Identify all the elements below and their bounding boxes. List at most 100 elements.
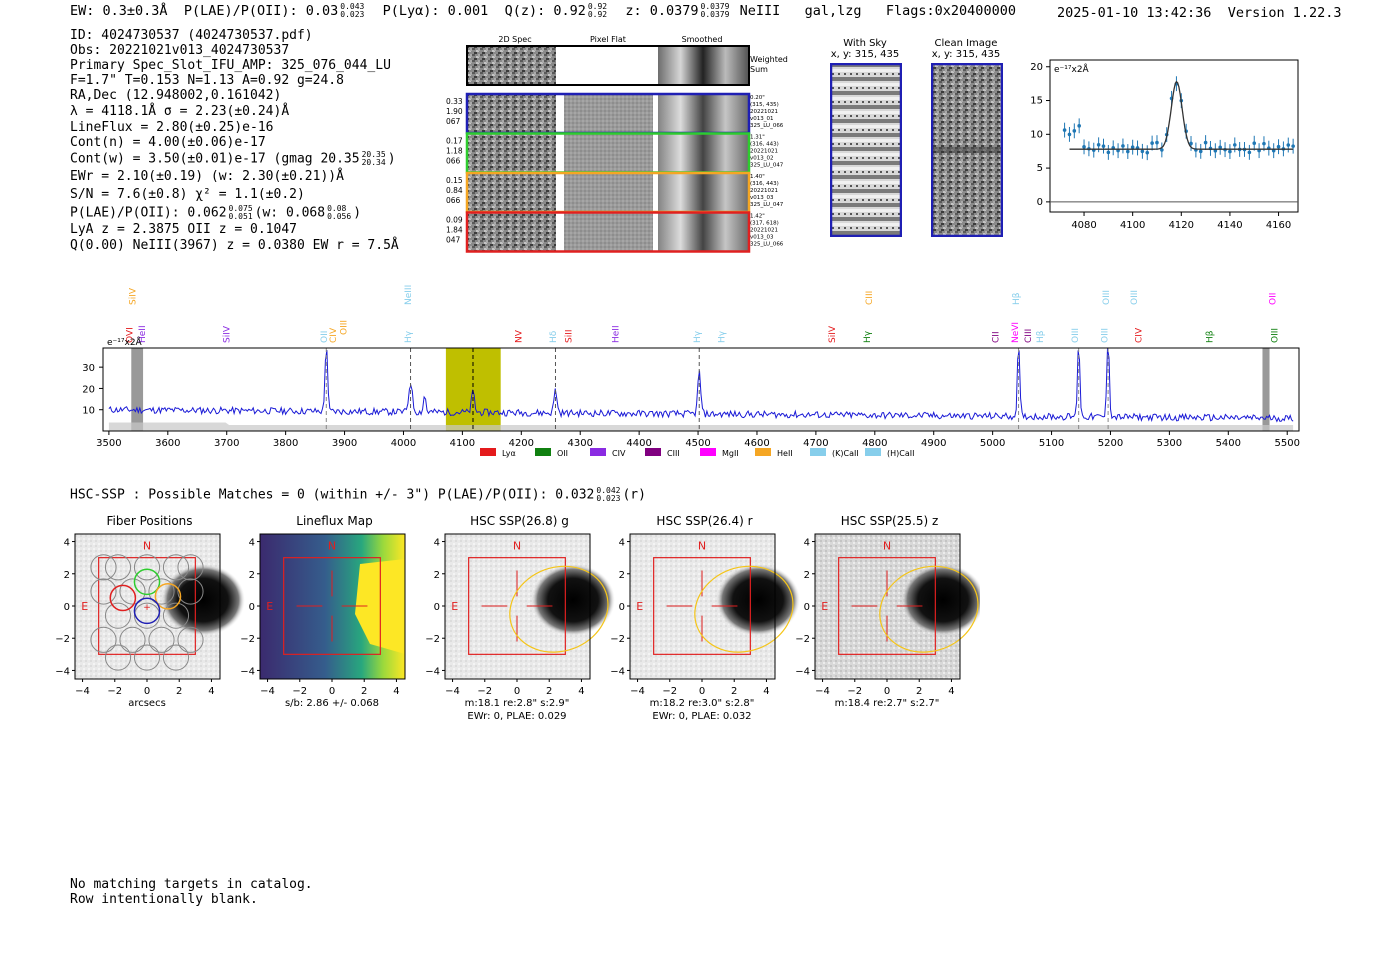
spectral-line-label: OIII bbox=[1130, 290, 1140, 305]
legend-label: CIII bbox=[667, 449, 680, 458]
z-range: 0.0379 0.0379 bbox=[700, 2, 730, 19]
hsc-xtick: −2 bbox=[847, 686, 862, 697]
hsc-aperture-box bbox=[98, 557, 196, 655]
mask-right bbox=[1262, 348, 1270, 431]
zoom-point bbox=[1160, 148, 1164, 152]
zoom-fit-curve bbox=[1069, 80, 1294, 150]
hsc-aperture-box bbox=[838, 557, 936, 655]
cutout-right-info: 20221021 bbox=[750, 149, 778, 155]
spectrum-xtick: 3500 bbox=[96, 438, 121, 449]
spectral-line-label: OII bbox=[320, 331, 330, 343]
legend-label: CIV bbox=[612, 449, 626, 458]
north-label: N bbox=[883, 540, 891, 553]
spectrum-xtick: 5100 bbox=[1039, 438, 1064, 449]
cutout-right-info: (316, 443) bbox=[750, 181, 779, 187]
hsc-ytick: −2 bbox=[55, 634, 70, 645]
qz-value: Q(z): 0.92 bbox=[504, 3, 586, 19]
north-label: N bbox=[698, 540, 706, 553]
hsc-caption: arcsecs bbox=[128, 698, 166, 709]
hsc-ytick: 2 bbox=[619, 570, 625, 581]
galaxy-ellipse bbox=[509, 565, 609, 653]
spectral-line-label: Hγ bbox=[404, 330, 414, 343]
hsc-ytick: 2 bbox=[249, 570, 255, 581]
hsc-panel: HSC SSP(26.4) r N E 4 2 0 −2 −4 −4 −2 0 2 4 m:18.2 re… bbox=[610, 514, 800, 722]
zoom-ytick: 0 bbox=[1037, 197, 1043, 208]
hsc-panel-title: HSC SSP(26.8) g bbox=[470, 514, 569, 528]
spectrum-ytick: 30 bbox=[82, 363, 95, 374]
zoom-point bbox=[1072, 129, 1077, 133]
spectral-line-label: Hβ bbox=[1036, 330, 1046, 343]
hsc-xtick: −2 bbox=[662, 686, 677, 697]
cutout-right-info: 325_LU_066 bbox=[750, 242, 784, 248]
cutout-left-stat: 0.84 bbox=[446, 186, 463, 195]
flags: Flags:0x20400000 bbox=[885, 3, 1016, 19]
spectral-line-label: OIII bbox=[1102, 290, 1112, 305]
hsc-xtick: 2 bbox=[916, 686, 922, 697]
legend-swatch bbox=[865, 448, 881, 456]
hsc-xtick: −2 bbox=[477, 686, 492, 697]
info-sn: S/N = 7.6(±0.8) χ² = 1.1(±0.2) bbox=[70, 187, 305, 202]
hsc-ytick: 4 bbox=[804, 538, 810, 549]
hsc-panel-title: HSC SSP(25.5) z bbox=[841, 514, 939, 528]
zoom-xtick: 4140 bbox=[1217, 220, 1242, 231]
spectral-line-label: Hβ bbox=[1205, 330, 1215, 343]
cutout-right-info: (316, 443) bbox=[750, 142, 779, 148]
hsc-xtick: 0 bbox=[699, 686, 705, 697]
legend-swatch bbox=[755, 448, 771, 456]
zoom-xtick: 4080 bbox=[1071, 220, 1096, 231]
hsc-caption: m:18.2 re:3.0" s:2.8" bbox=[650, 698, 755, 709]
spectral-line-label: CIV bbox=[329, 327, 339, 343]
zoom-point bbox=[1067, 132, 1072, 137]
zoom-point bbox=[1101, 144, 1106, 148]
header-summary: EW: 0.3±0.3Å P(LAE)/P(OII): 0.03 0.043 0.0… bbox=[70, 2, 1016, 20]
hsc-ytick: 2 bbox=[434, 570, 440, 581]
hsc-aperture-box bbox=[468, 557, 566, 655]
spectral-line-label: OIII bbox=[339, 320, 349, 335]
info-plae: P(LAE)/P(OII): 0.062 0.075 0.051 (w: 0.068 0… bbox=[70, 204, 362, 221]
zoom-xtick: 4120 bbox=[1169, 220, 1194, 231]
cutout-left-stat: 0.33 bbox=[446, 97, 463, 106]
clean-image bbox=[931, 63, 1003, 237]
spectrum-xtick: 5200 bbox=[1098, 438, 1123, 449]
legend-swatch bbox=[700, 448, 716, 456]
cutout-right-info: 1.40" bbox=[750, 174, 765, 180]
spectrum-xtick: 4800 bbox=[862, 438, 887, 449]
spectral-line-label: HeII bbox=[138, 325, 148, 343]
cutout-right-info: v013_02 bbox=[750, 156, 774, 162]
spectrum-xtick: 4700 bbox=[803, 438, 828, 449]
zoom-point bbox=[1276, 144, 1281, 149]
spectrum-xtick: 4500 bbox=[685, 438, 710, 449]
east-label: E bbox=[81, 600, 88, 613]
with-sky-image bbox=[830, 63, 902, 237]
east-label: E bbox=[266, 600, 273, 613]
hsc-xtick: 2 bbox=[361, 686, 367, 697]
info-fit: F=1.7" T=0.153 N=1.13 A=0.92 g=24.8 bbox=[70, 73, 344, 88]
legend-swatch bbox=[810, 448, 826, 456]
legend-label: (K)CaII bbox=[832, 449, 859, 458]
east-label: E bbox=[821, 600, 828, 613]
spectral-line-label: CIII bbox=[865, 291, 875, 305]
hsc-xtick: −4 bbox=[630, 686, 645, 697]
legend-swatch bbox=[535, 448, 551, 456]
cutout-left-stat: 067 bbox=[446, 117, 461, 126]
spectrum-xtick: 4400 bbox=[626, 438, 651, 449]
spectrum-ytick: 20 bbox=[82, 384, 95, 395]
info-obs: Obs: 20221021v013_4024730537 bbox=[70, 43, 290, 58]
legend-swatch bbox=[590, 448, 606, 456]
spectral-line-label: NeVI bbox=[1011, 322, 1021, 343]
version: Version 1.22.3 bbox=[1227, 5, 1342, 21]
zoom-point bbox=[1198, 149, 1203, 154]
spectrum-xtick: 3900 bbox=[332, 438, 357, 449]
cutout-left-stat: 0.17 bbox=[446, 137, 463, 146]
hsc-xtick: −4 bbox=[815, 686, 830, 697]
cutout-left-stat: 066 bbox=[446, 196, 461, 205]
hsc-ytick: 4 bbox=[619, 538, 625, 549]
spectrum-frame bbox=[102, 347, 1300, 432]
zoom-point bbox=[1232, 143, 1237, 147]
legend-label: MgII bbox=[722, 449, 739, 458]
cutout-left-stat: 1.90 bbox=[446, 107, 463, 116]
footer-row-blank: Row intentionally blank. bbox=[70, 892, 258, 907]
zoom-xtick: 4100 bbox=[1120, 220, 1145, 231]
